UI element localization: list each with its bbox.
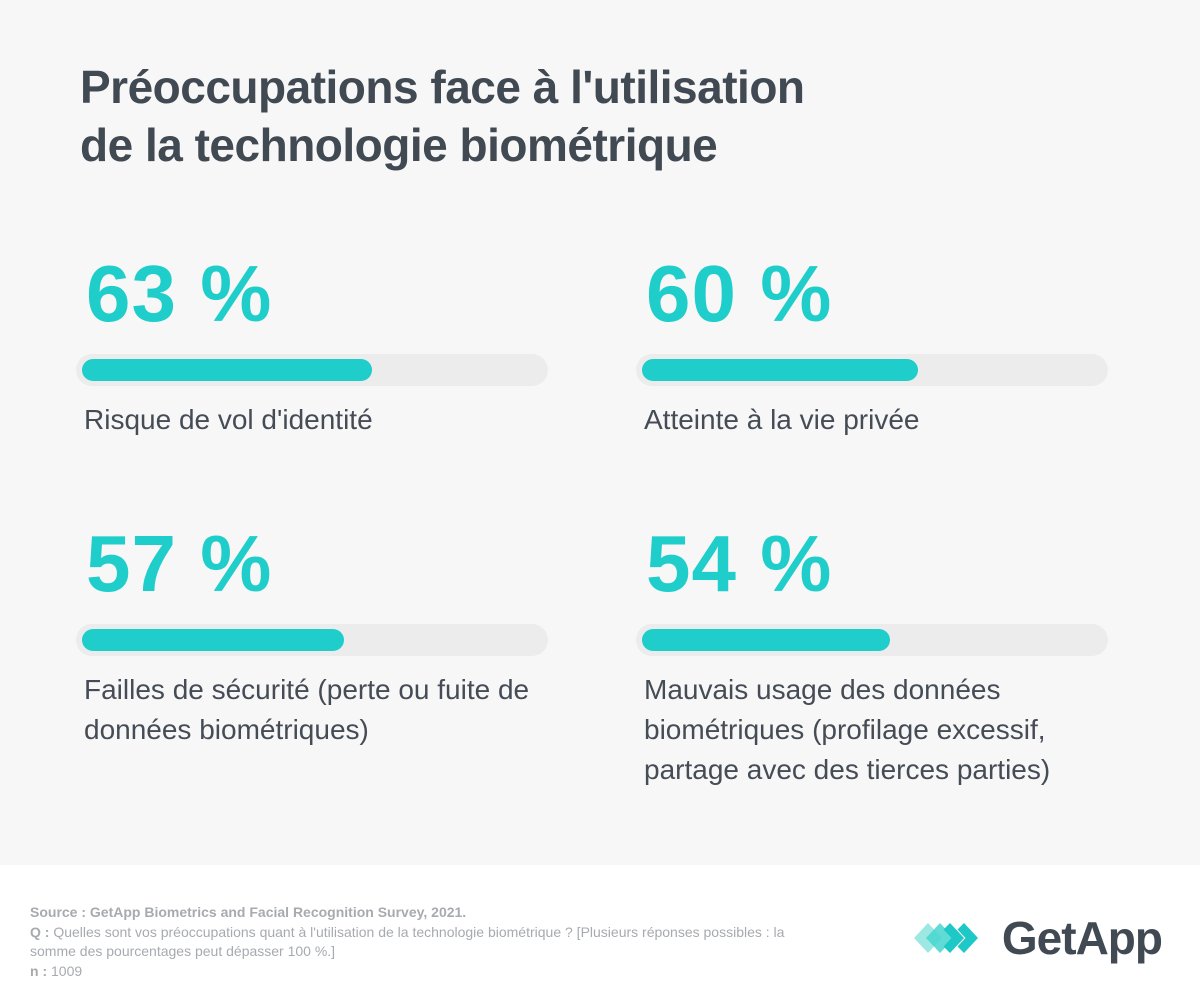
stat-value: 54 % [646, 519, 833, 608]
getapp-logo-icon [913, 923, 978, 953]
stat-label: Failles de sécurité (perte ou fuite de d… [84, 674, 530, 745]
progress-bar-fill [82, 629, 345, 651]
stat-identity-theft: 63 % Risque de vol d'identité [76, 252, 548, 440]
question-line: Q : Quelles sont vos préoccupations quan… [30, 923, 830, 962]
progress-bar-track [636, 354, 1108, 386]
n-prefix: n : [30, 962, 48, 979]
stat-value: 60 % [646, 249, 833, 338]
stat-value: 63 % [86, 249, 273, 338]
page-title-line-2: de la technologie biométrique [80, 119, 718, 171]
progress-bar-track [76, 624, 548, 656]
getapp-logo-text: GetApp [1001, 912, 1163, 964]
question-prefix: Q : [30, 923, 50, 940]
progress-bar-fill [642, 629, 891, 651]
stat-security-breach: 57 % Failles de sécurité (perte ou fuite… [76, 522, 548, 750]
question-text: Quelles sont vos préoccupations quant à … [30, 923, 785, 960]
stat-label: Atteinte à la vie privée [644, 404, 920, 435]
stat-privacy: 60 % Atteinte à la vie privée [636, 252, 1108, 440]
progress-bar-track [636, 624, 1108, 656]
footnotes: Source : GetApp Biometrics and Facial Re… [30, 903, 830, 981]
source-line: Source : GetApp Biometrics and Facial Re… [30, 904, 467, 920]
page-title: Préoccupations face à l'utilisation de l… [80, 58, 1000, 174]
footer: Source : GetApp Biometrics and Facial Re… [0, 865, 1200, 1000]
stat-label: Mauvais usage des données biométriques (… [644, 674, 1051, 785]
progress-bar-track [76, 354, 548, 386]
stat-data-misuse: 54 % Mauvais usage des données biométriq… [636, 522, 1108, 790]
stat-value: 57 % [86, 519, 273, 608]
n-value: 1009 [47, 962, 83, 979]
sample-size-line: n : 1009 [30, 962, 830, 982]
getapp-logo: GetApp [912, 912, 1163, 964]
progress-bar-fill [82, 359, 372, 381]
progress-bar-fill [642, 359, 918, 381]
stat-label: Risque de vol d'identité [84, 404, 373, 435]
page-title-line-1: Préoccupations face à l'utilisation [80, 61, 805, 113]
